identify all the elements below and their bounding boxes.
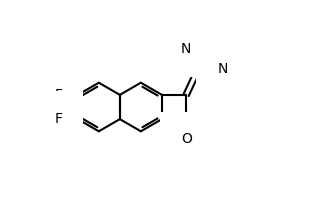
Text: N: N	[217, 62, 228, 76]
Text: N: N	[181, 42, 191, 56]
Text: F: F	[54, 88, 63, 102]
Text: O: O	[181, 132, 192, 146]
Text: F: F	[54, 112, 63, 126]
